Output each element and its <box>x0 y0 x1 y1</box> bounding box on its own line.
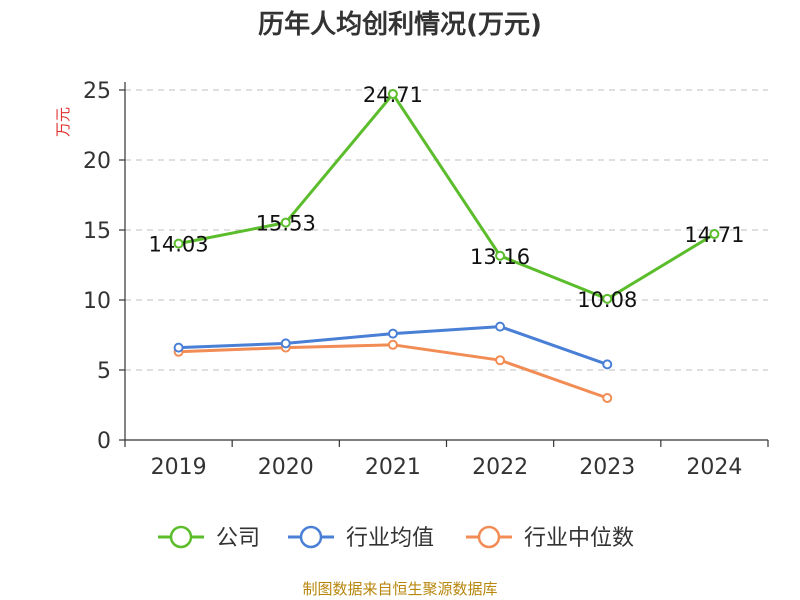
grid-lines <box>125 89 768 371</box>
y-axis-label: 万元 <box>54 107 72 137</box>
series-line <box>178 92 716 301</box>
x-tick-label: 2019 <box>151 455 207 480</box>
series-lines <box>173 89 720 403</box>
data-label: 14.71 <box>684 223 744 247</box>
data-point <box>495 355 506 366</box>
chart-title: 历年人均创利情况(万元) <box>258 9 542 40</box>
data-label: 10.08 <box>577 288 637 312</box>
data-point <box>602 359 613 370</box>
data-label: 13.16 <box>470 245 530 269</box>
legend-label: 公司 <box>216 526 260 551</box>
data-point <box>387 328 398 339</box>
x-tick-label: 2022 <box>472 455 528 480</box>
y-tick-label: 0 <box>97 429 111 454</box>
data-label: 15.53 <box>256 212 316 236</box>
data-point <box>495 250 506 261</box>
y-tick-label: 10 <box>83 289 111 314</box>
legend-marker <box>299 525 323 549</box>
x-tick-label: 2020 <box>258 455 314 480</box>
y-tick-label: 20 <box>83 149 111 174</box>
data-point <box>280 217 291 228</box>
data-labels: 14.03 15.53 24.71 13.16 10.08 14.71 <box>149 83 745 312</box>
series-line <box>178 343 608 400</box>
x-tick-label: 2024 <box>686 455 742 480</box>
x-tick-label: 2023 <box>579 455 635 480</box>
data-label: 14.03 <box>149 233 209 257</box>
y-tick-label: 15 <box>83 219 111 244</box>
legend-label: 行业中位数 <box>524 526 634 551</box>
data-label: 24.71 <box>363 83 423 107</box>
source-note: 制图数据来自恒生聚源数据库 <box>302 580 497 598</box>
x-tick-label: 2021 <box>365 455 421 480</box>
data-point <box>495 321 506 332</box>
y-tick-label: 25 <box>83 79 111 104</box>
data-point <box>387 89 398 100</box>
data-point <box>602 393 613 403</box>
legend-marker <box>169 525 193 549</box>
data-point <box>173 342 184 353</box>
y-tick-label: 5 <box>97 359 111 384</box>
data-point <box>709 229 720 240</box>
data-point <box>280 338 291 349</box>
axes: 0 5 10 15 20 25 2019 2020 2021 2022 2023 2024 <box>83 79 769 480</box>
data-point <box>602 293 613 304</box>
data-point <box>387 339 398 350</box>
legend-label: 行业均值 <box>346 526 434 551</box>
legend-marker <box>477 525 501 549</box>
legend: 公司 行业均值 行业中位数 <box>158 525 634 551</box>
data-point <box>173 238 184 249</box>
